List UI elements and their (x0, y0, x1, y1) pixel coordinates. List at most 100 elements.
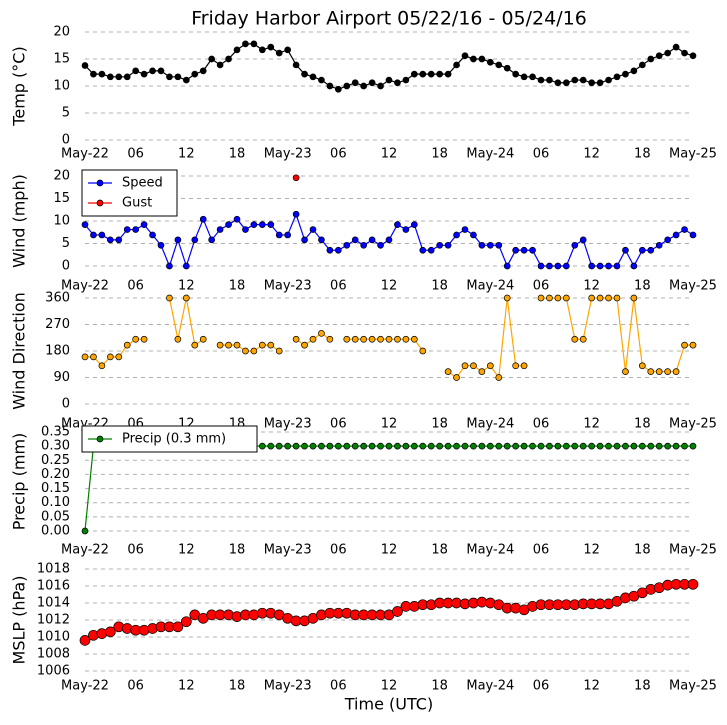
y-axis-label: Wind Direction (10, 292, 29, 410)
data-point (427, 442, 435, 450)
data-point (90, 231, 97, 239)
data-point (562, 79, 570, 87)
data-point (292, 174, 300, 182)
data-point (166, 73, 173, 81)
data-point (132, 335, 140, 343)
data-point (182, 76, 190, 84)
data-point (453, 231, 460, 239)
x-tick-label: May-22 (61, 679, 109, 694)
data-point (503, 442, 511, 450)
data-point (309, 226, 317, 233)
data-point (326, 82, 334, 90)
data-point (275, 231, 283, 239)
data-point (613, 294, 621, 302)
x-tick-label: 12 (381, 543, 398, 558)
data-point (461, 362, 469, 370)
data-point (90, 70, 97, 78)
data-point (318, 236, 325, 244)
data-point (318, 76, 325, 84)
data-point (402, 76, 410, 84)
x-tick-label: May-24 (466, 543, 514, 558)
data-point (495, 61, 503, 69)
data-point (98, 70, 106, 78)
data-point (267, 442, 275, 450)
y-tick-label: 180 (45, 344, 70, 359)
y-tick-label: 1018 (37, 562, 70, 577)
y-tick-label: 10 (53, 214, 70, 229)
data-point (180, 616, 192, 628)
x-tick-label: 12 (583, 679, 600, 694)
y-tick-label: 10 (53, 79, 70, 94)
data-point (284, 442, 292, 450)
data-point (385, 236, 393, 244)
data-point (554, 442, 562, 450)
data-point (461, 226, 469, 233)
data-point (132, 226, 140, 233)
x-tick-label: May-25 (669, 543, 717, 558)
panel: MSLP (hPa) Time (UTC) 1006 1008 1010 1012 1014… (10, 562, 717, 714)
x-tick-label: 06 (127, 679, 144, 694)
data-point (453, 442, 460, 450)
data-point (588, 262, 596, 270)
y-tick-label: 0 (62, 397, 70, 412)
data-point (453, 61, 460, 69)
data-point (275, 49, 283, 57)
data-point (638, 246, 646, 254)
data-point (588, 294, 596, 302)
data-point (638, 442, 646, 450)
data-point (562, 442, 570, 450)
data-point (326, 335, 334, 343)
data-point (334, 85, 342, 93)
x-tick-label: May-25 (669, 279, 717, 294)
data-point (343, 335, 351, 343)
data-point (419, 70, 427, 78)
data-point (377, 241, 384, 249)
data-point (596, 79, 604, 87)
data-point (174, 335, 182, 343)
data-point (478, 55, 486, 63)
data-point (368, 335, 376, 343)
data-point (394, 79, 401, 87)
data-point (579, 335, 587, 343)
data-point (267, 341, 275, 349)
data-point (579, 76, 587, 84)
data-point (689, 52, 697, 60)
y-tick-label: 0.15 (41, 481, 70, 496)
data-point (638, 61, 646, 69)
y-tick-label: 15 (53, 191, 70, 206)
x-tick-label: 18 (634, 679, 651, 694)
data-point (172, 621, 184, 633)
data-point (377, 82, 384, 90)
y-tick-label: 5 (62, 236, 70, 251)
data-point (647, 246, 655, 254)
data-point (613, 262, 621, 270)
data-point (182, 294, 190, 302)
x-tick-label: 12 (381, 679, 398, 694)
x-tick-label: May-25 (669, 679, 717, 694)
data-point (301, 341, 308, 349)
data-point (571, 335, 579, 343)
data-point (444, 241, 452, 249)
x-tick-label: May-25 (669, 417, 717, 432)
data-point (208, 55, 216, 63)
x-tick-label: 06 (127, 279, 144, 294)
data-point (106, 73, 114, 81)
data-point (258, 341, 266, 349)
data-point (98, 362, 106, 370)
data-point (655, 368, 663, 375)
x-tick-label: 06 (330, 417, 347, 432)
data-point (478, 442, 486, 450)
data-point (655, 241, 663, 249)
data-point (554, 294, 562, 302)
data-point (605, 442, 612, 450)
data-point (242, 226, 249, 233)
x-tick-label: May-24 (466, 279, 514, 294)
data-point (250, 40, 258, 48)
data-point (292, 61, 300, 69)
data-point (486, 442, 494, 450)
data-point (174, 73, 182, 81)
data-point (444, 70, 452, 78)
data-point (495, 241, 503, 249)
data-point (571, 241, 579, 249)
data-point (81, 221, 89, 228)
